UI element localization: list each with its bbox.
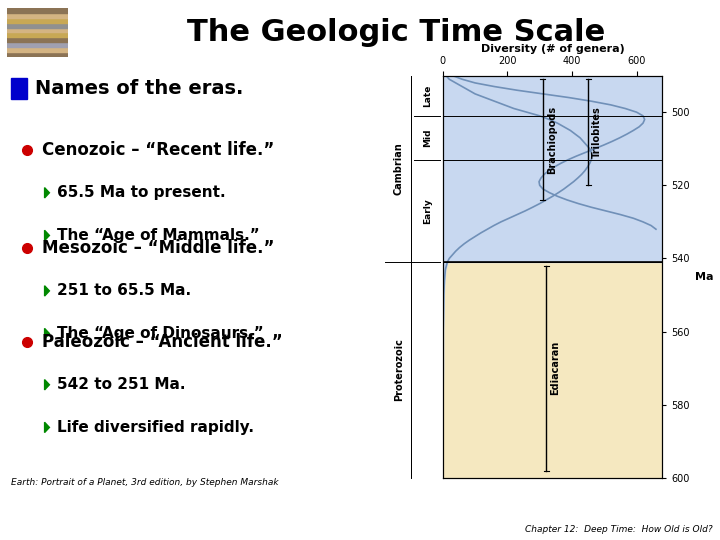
- Bar: [7, 37, 68, 42]
- Polygon shape: [45, 328, 50, 339]
- Text: Cambrian: Cambrian: [394, 143, 404, 195]
- Polygon shape: [45, 286, 50, 296]
- Text: 65.5 Ma to present.: 65.5 Ma to present.: [57, 185, 225, 200]
- Text: Ediacaran: Ediacaran: [550, 341, 560, 395]
- Bar: [7, 42, 68, 47]
- Text: Brachiopods: Brachiopods: [546, 105, 557, 174]
- Text: The “Age of Mammals.”: The “Age of Mammals.”: [57, 228, 259, 243]
- Bar: [7, 18, 68, 23]
- Text: Life diversified rapidly.: Life diversified rapidly.: [57, 420, 253, 435]
- Polygon shape: [45, 422, 50, 433]
- Bar: [7, 32, 68, 37]
- Polygon shape: [45, 230, 50, 241]
- Bar: [7, 28, 68, 32]
- Bar: [7, 52, 68, 57]
- Y-axis label: Ma: Ma: [695, 272, 714, 282]
- Text: The “Age of Dinosaurs.”: The “Age of Dinosaurs.”: [57, 326, 264, 341]
- Bar: [7, 13, 68, 18]
- Text: Trilobites: Trilobites: [592, 106, 602, 158]
- X-axis label: Diversity (# of genera): Diversity (# of genera): [481, 44, 624, 53]
- Text: Mesozoic – “Middle life.”: Mesozoic – “Middle life.”: [42, 239, 274, 257]
- Bar: [443, 262, 662, 478]
- Text: Chapter 12:  Deep Time:  How Old is Old?: Chapter 12: Deep Time: How Old is Old?: [525, 524, 713, 534]
- Text: 542 to 251 Ma.: 542 to 251 Ma.: [57, 377, 185, 392]
- Text: 251 to 65.5 Ma.: 251 to 65.5 Ma.: [57, 284, 191, 299]
- Bar: [7, 47, 68, 52]
- Polygon shape: [45, 187, 50, 198]
- Text: Cenozoic – “Recent life.”: Cenozoic – “Recent life.”: [42, 141, 274, 159]
- Bar: [7, 8, 68, 13]
- Text: Late: Late: [423, 85, 432, 107]
- Text: Mid: Mid: [423, 129, 432, 147]
- Text: Names of the eras.: Names of the eras.: [35, 79, 243, 98]
- Bar: [443, 76, 662, 262]
- Text: The Geologic Time Scale: The Geologic Time Scale: [187, 18, 605, 47]
- Bar: [7, 23, 68, 28]
- Text: Proterozoic: Proterozoic: [394, 339, 404, 401]
- Text: Earth: Portrait of a Planet, 3rd edition, by Stephen Marshak: Earth: Portrait of a Planet, 3rd edition…: [11, 478, 279, 487]
- Text: Early: Early: [423, 198, 432, 224]
- Polygon shape: [45, 380, 50, 390]
- Text: Paleozoic – “Ancient life.”: Paleozoic – “Ancient life.”: [42, 333, 283, 351]
- Bar: [11, 78, 27, 99]
